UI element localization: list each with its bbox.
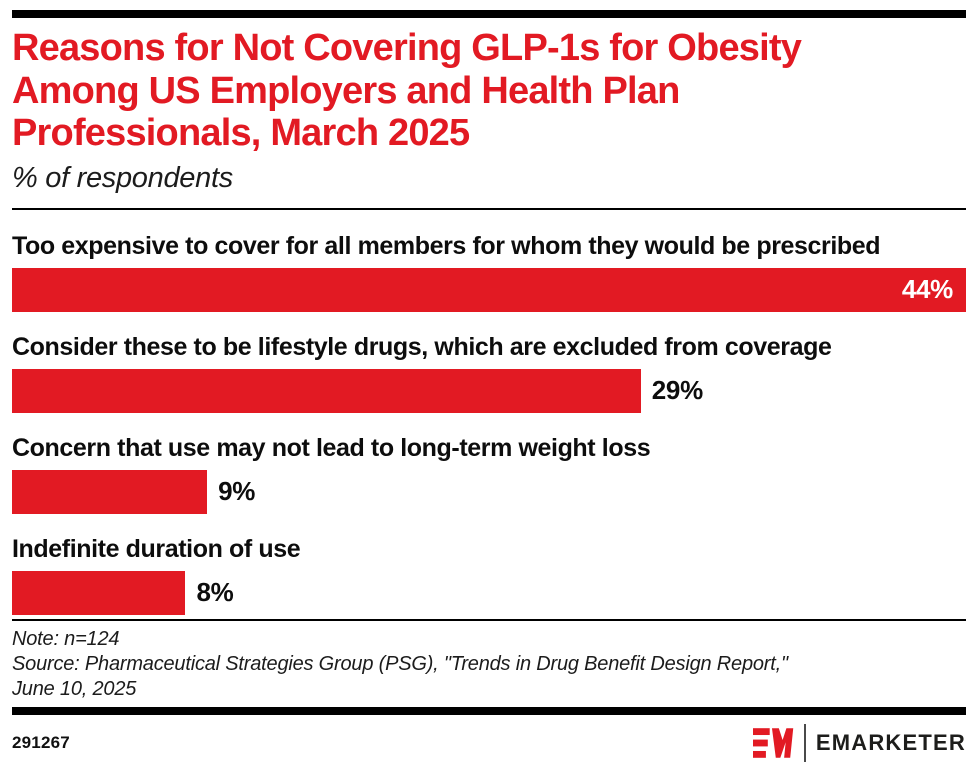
source-date: June 10, 2025 xyxy=(12,677,137,700)
note-text: Note: n=124 xyxy=(12,627,120,650)
source-text: Source: Pharmaceutical Strategies Group … xyxy=(12,652,788,675)
title-line-2: Among US Employers and Health Plan xyxy=(12,69,680,112)
chart-id: 291267 xyxy=(12,732,70,752)
bar-track: 9% xyxy=(12,469,966,514)
chart-page: Reasons for Not Covering GLP-1s for Obes… xyxy=(0,10,980,771)
bar-row: Consider these to be lifestyle drugs, wh… xyxy=(12,333,966,413)
category-label: Consider these to be lifestyle drugs, wh… xyxy=(12,332,832,361)
logo-m-shape xyxy=(771,727,794,758)
bar xyxy=(12,368,641,413)
bar-track: 44% xyxy=(12,267,966,312)
top-rule xyxy=(12,10,966,18)
category-label: Concern that use may not lead to long-te… xyxy=(12,433,651,462)
bottom-rule xyxy=(12,706,966,715)
title-line-3: Professionals, March 2025 xyxy=(12,112,470,155)
notes-block: Note: n=124 Source: Pharmaceutical Strat… xyxy=(12,627,964,702)
bar-row: Indefinite duration of use 8% xyxy=(12,535,966,615)
footer-divider xyxy=(12,618,966,621)
bar-row: Concern that use may not lead to long-te… xyxy=(12,434,966,514)
value-label: 8% xyxy=(196,577,234,608)
emarketer-logo-icon xyxy=(752,727,794,758)
bar-row: Too expensive to cover for all members f… xyxy=(12,232,966,312)
category-label: Indefinite duration of use xyxy=(12,534,301,563)
value-label: 9% xyxy=(218,476,256,507)
logo-e-bar xyxy=(752,750,766,758)
emarketer-logo: EMARKETER xyxy=(752,723,966,762)
chart-subtitle: % of respondents xyxy=(12,161,233,194)
brand-wordmark: EMARKETER xyxy=(815,729,966,755)
value-label: 29% xyxy=(651,375,703,406)
bar xyxy=(12,570,186,615)
category-label: Too expensive to cover for all members f… xyxy=(12,231,881,260)
bar: 44% xyxy=(12,267,966,312)
bar-track: 8% xyxy=(12,570,966,615)
logo-divider xyxy=(803,723,806,762)
page-title: Reasons for Not Covering GLP-1s for Obes… xyxy=(12,27,966,155)
logo-e-bar xyxy=(752,727,770,735)
bar xyxy=(12,469,208,514)
footer-row: 291267 EMARKETER xyxy=(12,723,966,763)
bar-chart: Too expensive to cover for all members f… xyxy=(12,232,966,615)
title-line-1: Reasons for Not Covering GLP-1s for Obes… xyxy=(12,27,802,69)
value-label: 44% xyxy=(901,274,953,305)
logo-e-bar xyxy=(752,739,768,747)
header-divider xyxy=(12,207,966,210)
bar-track: 29% xyxy=(12,368,966,413)
